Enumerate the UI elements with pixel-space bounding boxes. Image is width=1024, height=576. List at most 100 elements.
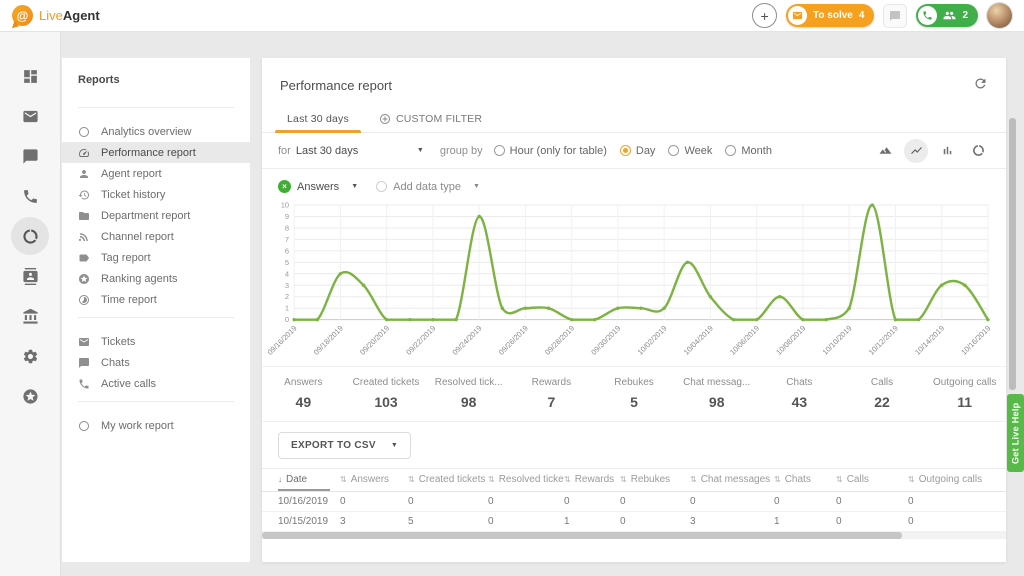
user-avatar[interactable] [987,3,1012,28]
sidebar-divider [78,107,234,108]
page-vertical-scrollbar-thumb[interactable] [1009,118,1016,390]
radio-group-by-day[interactable]: Day [620,145,656,157]
table-row[interactable]: 10/16/2019000000000 [262,492,1006,512]
rail-item-dashboard[interactable] [11,57,49,95]
ring-icon [78,420,90,432]
add-new-button[interactable]: + [752,3,777,28]
radio-label: Month [741,145,772,157]
column-header-outgoing-calls[interactable]: ⇅ Outgoing calls [908,469,986,491]
label-icon [78,252,90,264]
export-to-csv-button[interactable]: EXPORT TO CSV ▼ [278,432,411,459]
tab-label: Last 30 days [287,113,349,125]
rail-item-contacts[interactable] [11,257,49,295]
sidebar-item-time-report[interactable]: Time report [62,289,250,310]
chat-notifications-button[interactable] [883,4,907,28]
table-row[interactable]: 10/15/2019350103100 [262,512,1006,532]
svg-text:0: 0 [285,315,289,324]
stat-label: Outgoing calls [923,377,1006,388]
sidebar-item-tag-report[interactable]: Tag report [62,247,250,268]
export-label: EXPORT TO CSV [291,440,376,451]
rail-item-chats[interactable] [11,137,49,175]
sidebar-divider [78,401,234,402]
column-header-answers[interactable]: ⇅ Answers [340,469,408,491]
sidebar-item-tickets[interactable]: Tickets [62,331,250,352]
refresh-icon [973,76,988,91]
tab-last-30-days[interactable]: Last 30 days [272,106,364,132]
svg-text:09/26/2019: 09/26/2019 [497,324,530,357]
sidebar-data-list: Tickets Chats Active calls [62,325,250,394]
stat-value: 98 [675,394,758,410]
get-live-help-tab[interactable]: Get Live Help [1007,394,1024,472]
calls-count-badge: 2 [962,10,968,21]
series-answers-chip[interactable]: × Answers ▼ [278,180,358,193]
speed-icon [78,147,90,159]
column-header-chats[interactable]: ⇅ Chats [774,469,836,491]
table-cell: 3 [340,512,408,531]
radio-group-by-month[interactable]: Month [725,145,772,157]
rail-item-upgrade[interactable] [11,377,49,415]
radio-icon [620,145,631,156]
svg-text:10/10/2019: 10/10/2019 [821,324,854,357]
group-by-label: group by [440,145,483,157]
sidebar-item-label: Ticket history [101,189,165,201]
date-range-select[interactable]: Last 30 days ▼ [296,145,424,157]
for-label: for [278,145,291,157]
chart-type-line-button[interactable] [904,139,928,163]
column-header-rebukes[interactable]: ⇅ Rebukes [620,469,690,491]
report-header: Performance report [262,58,1006,93]
topbar-actions: + To solve 4 2 [752,3,1012,28]
column-label: Answers [351,474,389,485]
sidebar-item-performance-report[interactable]: Performance report [62,142,250,163]
add-data-type-chip[interactable]: Add data type ▼ [376,181,480,193]
radio-label: Day [636,145,656,157]
sidebar-item-my-work-report[interactable]: My work report [62,415,250,436]
column-header-resolved-tickets[interactable]: ⇅ Resolved tickets [488,469,564,491]
radio-group-by-week[interactable]: Week [668,145,712,157]
chart-type-bar-button[interactable] [935,139,959,163]
stat-label: Created tickets [345,377,428,388]
chart-type-donut-button[interactable] [966,139,990,163]
sidebar-item-ranking-agents[interactable]: Ranking agents [62,268,250,289]
rail-item-tickets[interactable] [11,97,49,135]
remove-series-icon[interactable]: × [278,180,291,193]
sidebar-item-chats[interactable]: Chats [62,352,250,373]
sidebar-item-ticket-history[interactable]: Ticket history [62,184,250,205]
rail-item-settings[interactable] [11,337,49,375]
table-cell: 0 [564,492,620,511]
to-solve-count-badge: 4 [859,10,865,21]
sort-icon: ⇅ [908,475,915,484]
caret-down-icon: ▼ [417,147,424,154]
chart-type-area-button[interactable] [873,139,897,163]
horizontal-scrollbar-thumb[interactable] [262,532,902,539]
to-solve-button[interactable]: To solve 4 [786,4,874,27]
column-label: Rebukes [631,474,670,485]
rail-item-analytics[interactable] [11,217,49,255]
column-header-chat-messages[interactable]: ⇅ Chat messages [690,469,774,491]
liveagent-logo-text: LiveAgent [39,9,100,22]
table-horizontal-scrollbar [262,532,1006,539]
svg-text:2: 2 [285,292,289,301]
top-header: @ LiveAgent + To solve 4 2 [0,0,1024,32]
column-header-date[interactable]: ↓ Date [278,469,340,491]
sort-icon: ⇅ [340,475,347,484]
calls-status-button[interactable]: 2 [916,4,978,27]
sort-desc-icon: ↓ [278,475,282,484]
summary-stats-row: Answers 49 Created tickets 103 Resolved … [262,366,1006,422]
phone-icon [918,6,937,25]
svg-text:6: 6 [285,246,289,255]
column-header-calls[interactable]: ⇅ Calls [836,469,908,491]
sidebar-item-channel-report[interactable]: Channel report [62,226,250,247]
sidebar-item-label: Analytics overview [101,126,191,138]
tab-custom-filter[interactable]: CUSTOM FILTER [364,106,497,132]
rail-item-calls[interactable] [11,177,49,215]
sidebar-item-department-report[interactable]: Department report [62,205,250,226]
radio-group-by-hour[interactable]: Hour (only for table) [494,145,607,157]
sidebar-item-agent-report[interactable]: Agent report [62,163,250,184]
column-header-rewards[interactable]: ⇅ Rewards [564,469,620,491]
column-header-created-tickets[interactable]: ⇅ Created tickets [408,469,488,491]
refresh-button[interactable] [973,76,988,91]
rail-item-academy[interactable] [11,297,49,335]
sidebar-item-label: Agent report [101,168,162,180]
sidebar-item-analytics-overview[interactable]: Analytics overview [62,121,250,142]
sidebar-item-active-calls[interactable]: Active calls [62,373,250,394]
